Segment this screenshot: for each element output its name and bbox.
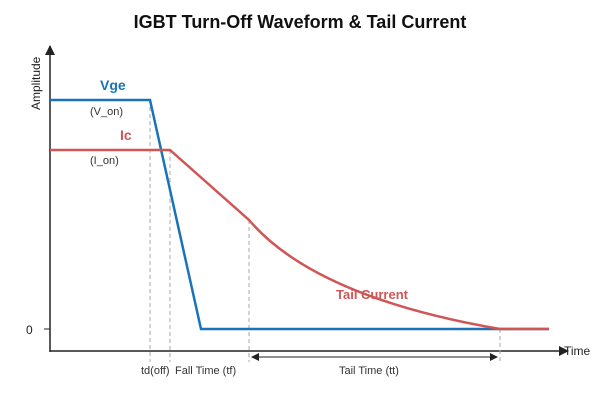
- vge-sublabel: (V_on): [90, 106, 123, 118]
- x-axis-label: Time: [564, 344, 591, 358]
- zero-label: 0: [26, 323, 33, 337]
- ic-waveform: [50, 148, 549, 331]
- ic-label: Ic: [120, 127, 132, 143]
- fall-time-label: Fall Time (tf): [175, 365, 236, 377]
- vge-waveform: [50, 98, 549, 331]
- ic-sublabel: (I_on): [90, 155, 119, 167]
- chart-title: IGBT Turn-Off Waveform & Tail Current: [134, 12, 467, 32]
- vge-label: Vge: [100, 77, 126, 93]
- tail-time-label: Tail Time (tt): [339, 365, 399, 377]
- td-off-label: td(off): [141, 365, 170, 377]
- y-axis-label: Amplitude: [29, 56, 43, 110]
- tail-current-label: Tail Current: [336, 287, 409, 302]
